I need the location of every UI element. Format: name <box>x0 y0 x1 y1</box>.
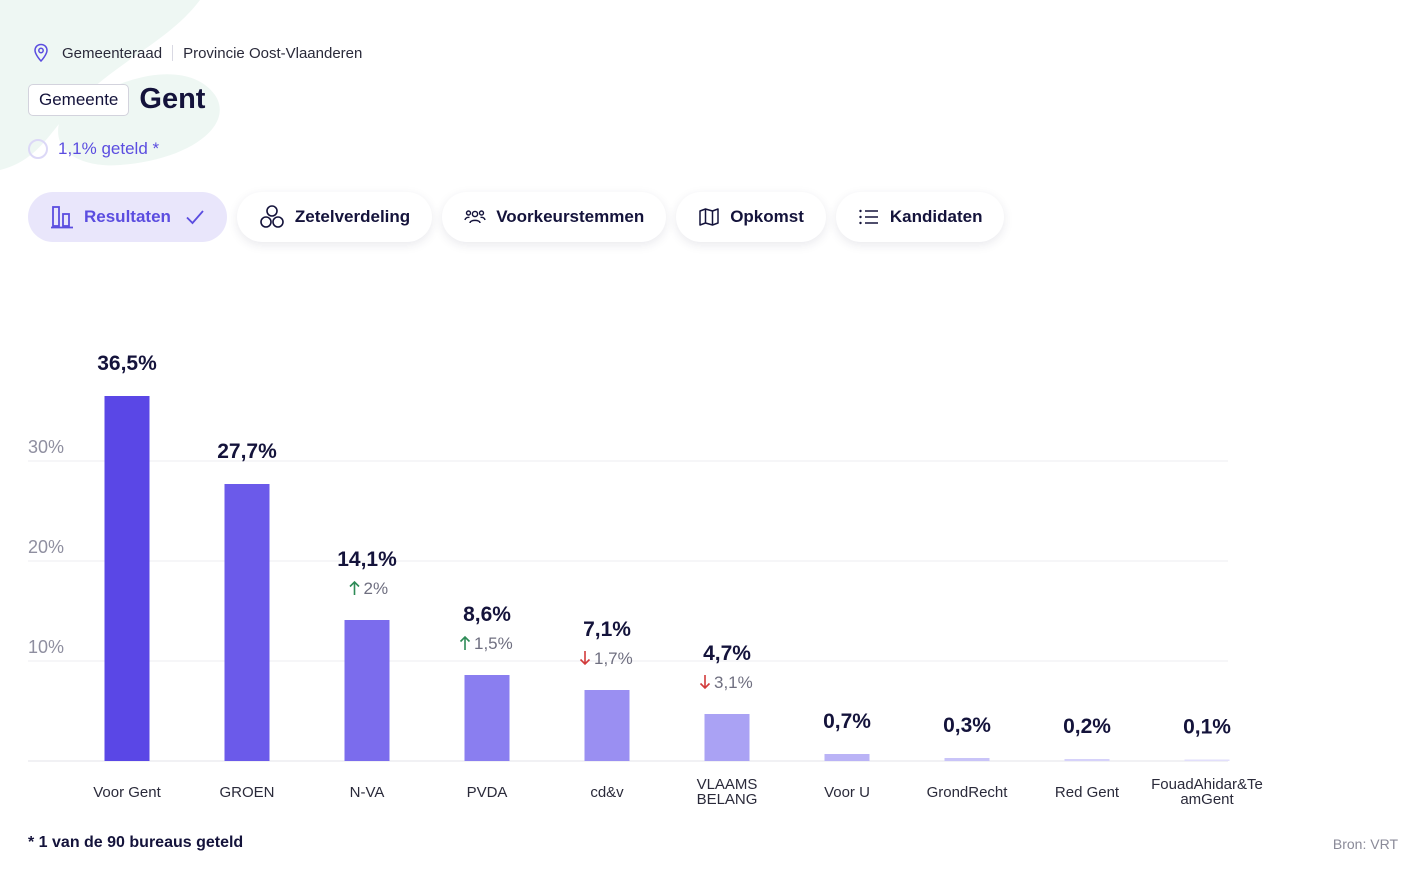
results-bar-chart: 10% 20% 30% 36,5% Voor Gent 27,7% GROEN 14,1% 2%… <box>28 352 1263 808</box>
bar-chart-icon <box>51 206 73 229</box>
check-icon <box>186 210 204 225</box>
bar <box>1184 759 1230 761</box>
progress-ring-icon <box>28 139 48 159</box>
category-label: PVDA <box>467 784 508 801</box>
category-label: N-VA <box>350 784 385 801</box>
category-label: cd&v <box>590 784 624 801</box>
value-label: 0,1% <box>1183 716 1231 739</box>
bar <box>944 758 990 761</box>
value-label: 27,7% <box>217 440 277 463</box>
page-header: Gemeente Gent <box>28 83 205 116</box>
category-label: GROEN <box>219 784 274 801</box>
tab-opkomst[interactable]: Opkomst <box>676 192 826 242</box>
change-label: 2% <box>364 579 389 598</box>
breadcrumb: Gemeenteraad Provincie Oost-Vlaanderen <box>32 43 362 63</box>
category-label: FouadAhidar&Te amGent <box>1151 776 1263 808</box>
tab-label: Zetelverdeling <box>294 207 411 226</box>
y-tick-label: 20% <box>28 537 64 557</box>
bar <box>584 690 630 761</box>
tab-label: Resultaten <box>84 207 171 226</box>
bar <box>464 675 510 761</box>
tab-zetelverdeling[interactable]: Zetelverdeling <box>236 192 433 242</box>
value-label: 7,1% <box>583 618 631 641</box>
tab-label: Opkomst <box>730 207 804 226</box>
bar <box>344 620 390 761</box>
value-label: 36,5% <box>97 352 157 375</box>
map-icon <box>699 208 719 226</box>
bar <box>224 484 270 761</box>
count-progress: 1,1% geteld * <box>28 139 159 159</box>
bar <box>1064 759 1110 761</box>
arrow-down-icon <box>699 675 711 690</box>
bar <box>824 754 870 761</box>
value-label: 0,7% <box>823 710 871 733</box>
source-label: Bron: VRT <box>1332 836 1398 852</box>
tab-label: Voorkeurstemmen <box>496 207 645 226</box>
y-tick-label: 30% <box>28 437 64 457</box>
people-icon <box>464 210 486 224</box>
arrow-down-icon <box>579 651 591 666</box>
tab-label: Kandidaten <box>889 207 983 226</box>
location-pin-icon <box>34 43 48 63</box>
arrow-up-icon <box>349 580 360 595</box>
change-label: 1,5% <box>474 634 513 653</box>
category-label: GrondRecht <box>927 784 1009 801</box>
category-label: VLAAMS BELANG <box>697 776 758 808</box>
seats-icon <box>260 205 284 228</box>
category-label: Voor Gent <box>93 784 161 801</box>
breadcrumb-separator <box>172 45 174 61</box>
tab-voorkeurstemmen[interactable]: Voorkeurstemmen <box>442 192 667 242</box>
municipality-badge: Gemeente <box>28 83 130 116</box>
value-label: 0,2% <box>1063 715 1111 738</box>
tab-resultaten[interactable]: Resultaten <box>28 192 227 242</box>
value-label: 0,3% <box>943 714 991 737</box>
change-label: 3,1% <box>714 673 753 692</box>
progress-label: 1,1% geteld * <box>58 139 160 158</box>
category-label: Voor U <box>824 784 870 801</box>
breadcrumb-province[interactable]: Provincie Oost-Vlaanderen <box>183 44 363 62</box>
tab-kandidaten[interactable]: Kandidaten <box>835 192 1005 242</box>
arrow-up-icon <box>459 635 471 650</box>
breadcrumb-level[interactable]: Gemeenteraad <box>62 44 163 62</box>
bar <box>704 714 750 761</box>
bar <box>104 396 150 761</box>
value-label: 8,6% <box>463 603 511 626</box>
list-icon <box>859 209 878 225</box>
category-label: Red Gent <box>1055 784 1120 801</box>
value-label: 14,1% <box>337 548 397 571</box>
change-label: 1,7% <box>594 649 633 668</box>
footnote: * 1 van de 90 bureaus geteld <box>28 834 244 851</box>
value-label: 4,7% <box>703 642 751 665</box>
tab-bar: Resultaten Zetelverdeling Voorkeurstemme… <box>28 192 1005 242</box>
y-tick-label: 10% <box>28 637 64 657</box>
page-title: Gent <box>139 83 206 115</box>
